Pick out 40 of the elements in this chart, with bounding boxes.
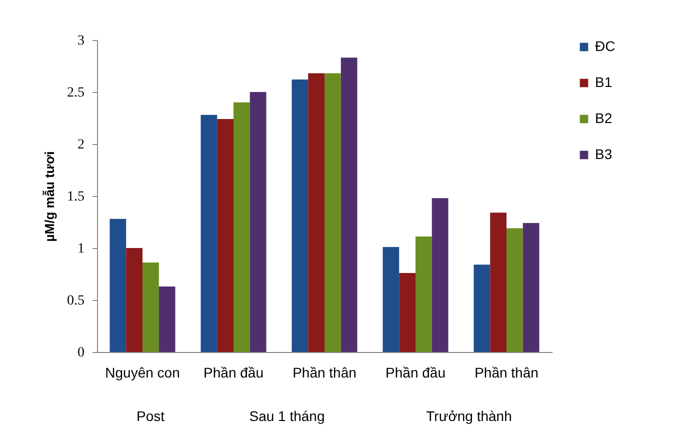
bar <box>490 212 506 352</box>
y-tick-label: 0.5 <box>67 294 84 308</box>
text: Post <box>136 408 165 424</box>
text: Trưởng thành <box>426 408 512 424</box>
bar <box>416 236 432 352</box>
bar <box>292 80 308 352</box>
bar <box>506 228 523 352</box>
y-tick-label: 1 <box>78 242 84 256</box>
bar <box>324 73 341 352</box>
x-tick-label: Phần thân <box>474 364 538 380</box>
legend-label: ĐC <box>595 38 616 54</box>
y-tick-label: 3 <box>78 34 84 48</box>
bar <box>217 119 234 352</box>
legend-label: B1 <box>595 74 612 90</box>
y-tick-label: 1.5 <box>67 190 84 204</box>
bar <box>142 262 159 352</box>
legend-label: B3 <box>595 146 612 162</box>
bar <box>522 223 540 352</box>
legend-label: B2 <box>595 110 612 126</box>
bar <box>399 272 416 352</box>
bar <box>126 248 142 352</box>
y-tick-label: 2 <box>78 138 84 152</box>
bar <box>474 264 490 352</box>
bar <box>382 246 400 352</box>
y-tick-label: 2.5 <box>67 86 84 100</box>
text: Sau 1 tháng <box>249 408 325 424</box>
bar <box>250 92 266 352</box>
x-tick-label: Phần thân <box>292 364 356 380</box>
y-tick-label: 0 <box>78 346 84 360</box>
x-tick-label: Nguyên con <box>105 364 180 380</box>
x-tick-label: Phần đầu <box>204 364 264 380</box>
bar <box>234 102 250 352</box>
bar <box>432 198 448 352</box>
bar <box>110 218 126 352</box>
y-axis-title: µM/g mẫu tươi <box>42 151 57 242</box>
bar <box>158 286 176 352</box>
bar <box>200 114 218 352</box>
x-tick-label: Phần đầu <box>386 364 446 380</box>
bar <box>340 58 358 352</box>
bar <box>308 73 324 352</box>
